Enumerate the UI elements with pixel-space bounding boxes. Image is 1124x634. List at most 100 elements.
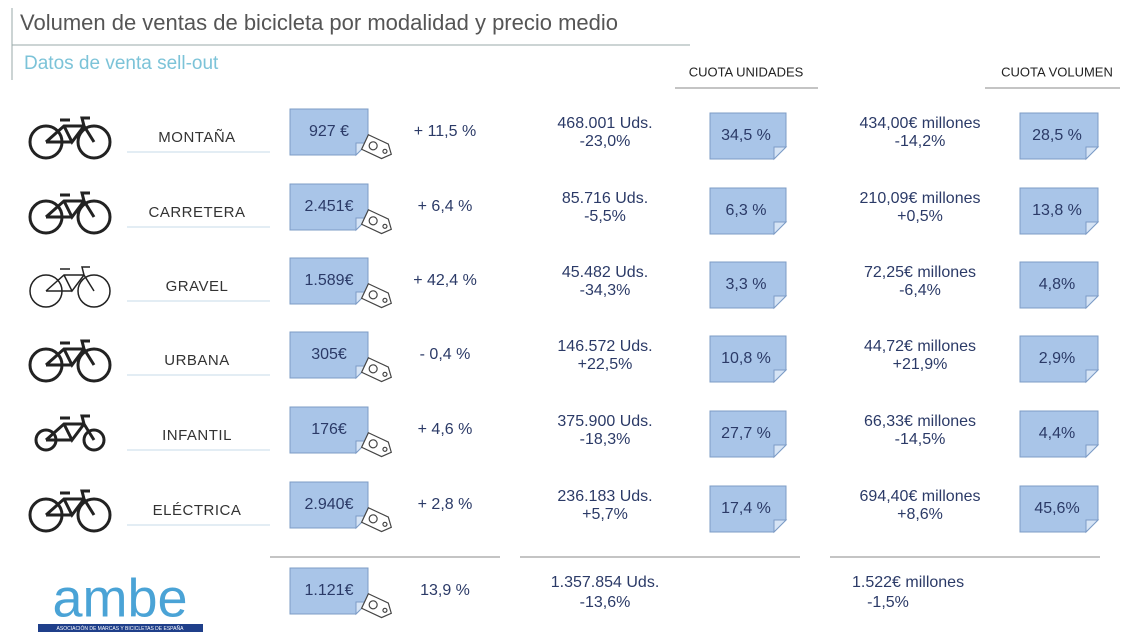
title: Volumen de ventas de bicicleta por modal… <box>20 10 618 35</box>
tag-coin <box>368 364 378 374</box>
volume: 66,33€ millones <box>864 413 976 430</box>
tag-hole <box>382 607 388 613</box>
note-fold <box>1085 519 1100 534</box>
total-volume-change: -1,5% <box>867 594 909 611</box>
price: 927 € <box>309 123 349 140</box>
tag-hole <box>382 446 388 452</box>
category: CARRETERA <box>148 204 245 221</box>
bike-icon <box>34 414 106 452</box>
units-change: +22,5% <box>578 356 633 373</box>
frame <box>45 191 96 220</box>
note-fold <box>773 221 788 236</box>
bike-icon <box>28 489 112 533</box>
volume-change: -6,4% <box>899 282 941 299</box>
logo: ambe <box>52 568 187 628</box>
volume-share: 4,8% <box>1039 276 1075 293</box>
wheel <box>76 497 112 533</box>
frame <box>45 489 96 518</box>
unit-share: 34,5 % <box>721 127 771 144</box>
price: 2.451€ <box>305 198 354 215</box>
volume-share: 4,4% <box>1039 425 1075 442</box>
note-fold <box>773 295 788 310</box>
price-change: + 6,4 % <box>418 198 473 215</box>
price: 2.940€ <box>305 496 354 513</box>
bike-icon <box>28 191 112 235</box>
frame <box>45 266 95 293</box>
volume-change: +0,5% <box>897 208 943 225</box>
volume-change: +21,9% <box>893 356 948 373</box>
category: GRAVEL <box>166 278 229 295</box>
price-tag-icon <box>360 133 393 160</box>
total-units-change: -13,6% <box>580 594 631 611</box>
bike-icon <box>28 116 112 160</box>
category: INFANTIL <box>162 427 232 444</box>
tag-shape <box>360 592 393 619</box>
wheel <box>76 199 112 235</box>
price-tag-icon <box>360 592 393 619</box>
wheel <box>77 274 111 308</box>
price: 305€ <box>311 346 347 363</box>
note-fold <box>773 519 788 534</box>
volume: 210,09€ millones <box>860 190 981 207</box>
tag-shape <box>360 506 393 533</box>
tag-shape <box>360 356 393 383</box>
category: MONTAÑA <box>158 129 235 146</box>
column-header: CUOTA VOLUMEN <box>1001 64 1113 79</box>
units: 236.183 Uds. <box>557 488 652 505</box>
tag-hole <box>382 371 388 377</box>
price-tag-icon <box>360 356 393 383</box>
volume: 434,00€ millones <box>860 115 981 132</box>
price-change: - 0,4 % <box>420 346 471 363</box>
tag-shape <box>360 282 393 309</box>
units: 146.572 Uds. <box>557 338 652 355</box>
volume-share: 13,8 % <box>1032 202 1082 219</box>
units: 468.001 Uds. <box>557 115 652 132</box>
units: 85.716 Uds. <box>562 190 648 207</box>
volume-share: 28,5 % <box>1032 127 1082 144</box>
price-tag-icon <box>360 506 393 533</box>
total-units: 1.357.854 Uds. <box>551 574 660 591</box>
volume: 72,25€ millones <box>864 264 976 281</box>
units-change: -5,5% <box>584 208 626 225</box>
note-fold <box>773 369 788 384</box>
frame <box>45 414 96 443</box>
units: 45.482 Uds. <box>562 264 648 281</box>
volume-change: -14,5% <box>895 431 946 448</box>
note-fold <box>1085 221 1100 236</box>
tag-hole <box>382 521 388 527</box>
units: 375.900 Uds. <box>557 413 652 430</box>
wheel <box>76 347 112 383</box>
tag-coin <box>368 216 378 226</box>
unit-share: 10,8 % <box>721 350 771 367</box>
units-change: -18,3% <box>580 431 631 448</box>
category: ELÉCTRICA <box>153 502 242 519</box>
volume: 694,40€ millones <box>860 488 981 505</box>
units-change: +5,7% <box>582 506 628 523</box>
tag-coin <box>368 141 378 151</box>
price-tag-icon <box>360 208 393 235</box>
units-change: -34,3% <box>580 282 631 299</box>
unit-share: 3,3 % <box>726 276 767 293</box>
total-volume: 1.522€ millones <box>852 574 964 591</box>
tag-shape <box>360 133 393 160</box>
tag-coin <box>368 290 378 300</box>
price-change: + 4,6 % <box>418 421 473 438</box>
tag-coin <box>368 600 378 610</box>
volume: 44,72€ millones <box>864 338 976 355</box>
price-change: + 2,8 % <box>418 496 473 513</box>
bike-icon <box>29 266 111 308</box>
tag-shape <box>360 208 393 235</box>
note-fold <box>1085 369 1100 384</box>
wheel <box>82 428 106 452</box>
frame <box>45 116 96 145</box>
wheel <box>76 124 112 160</box>
total-price: 1.121€ <box>305 582 354 599</box>
category: URBANA <box>164 352 230 369</box>
tag-hole <box>382 148 388 154</box>
unit-share: 17,4 % <box>721 500 771 517</box>
unit-share: 6,3 % <box>726 202 767 219</box>
note-fold <box>1085 146 1100 161</box>
frame <box>45 339 96 368</box>
volume-change: +8,6% <box>897 506 943 523</box>
tag-hole <box>382 223 388 229</box>
